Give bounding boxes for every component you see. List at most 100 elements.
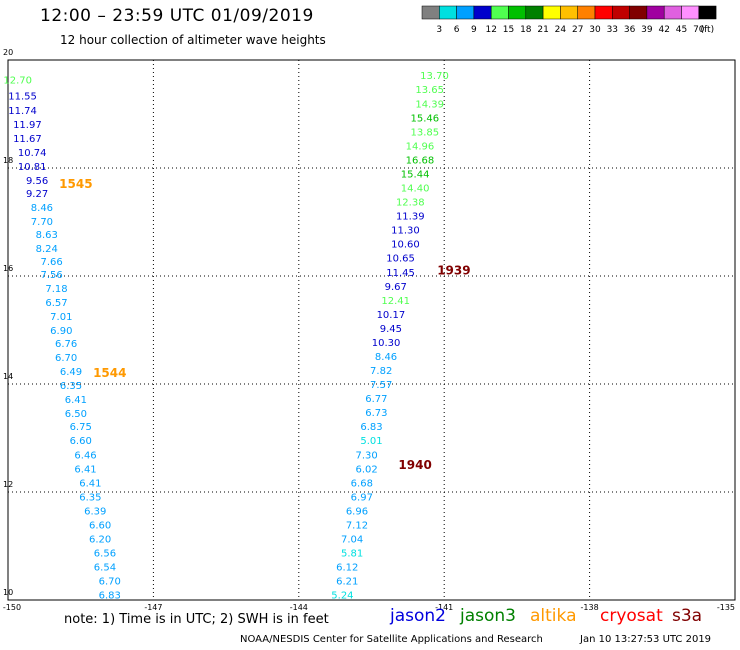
swh-value-label: 6.57 bbox=[45, 298, 67, 309]
x-tick-label: -138 bbox=[581, 603, 599, 612]
swh-value-label: 6.02 bbox=[356, 464, 378, 475]
swh-value-label: 13.85 bbox=[410, 127, 439, 138]
swh-value-label: 9.27 bbox=[26, 189, 48, 200]
swh-value-label: 10.74 bbox=[18, 148, 47, 159]
plot-frame bbox=[7, 59, 736, 601]
swh-value-label: 6.96 bbox=[346, 506, 368, 517]
color-bin-label: 27 bbox=[572, 25, 583, 35]
swh-value-label: 6.77 bbox=[365, 394, 387, 405]
footer-timestamp: Jan 10 13:27:53 UTC 2019 bbox=[580, 634, 712, 645]
swh-value-label: 10.65 bbox=[386, 254, 415, 265]
swh-value-label: 14.39 bbox=[415, 99, 444, 110]
swh-value-label: 15.46 bbox=[410, 113, 439, 124]
x-tick-label: -141 bbox=[435, 603, 453, 612]
y-tick-label: 12 bbox=[3, 480, 13, 489]
color-bin-label: 45 bbox=[676, 25, 687, 35]
swh-value-label: 6.70 bbox=[55, 353, 77, 364]
swh-value-label: 5.01 bbox=[360, 436, 382, 447]
swh-value-label: 6.49 bbox=[60, 367, 82, 378]
swh-value-label: 14.96 bbox=[406, 141, 435, 152]
pass-time-label: 1544 bbox=[93, 366, 126, 380]
swh-value-label: 6.41 bbox=[79, 478, 101, 489]
swh-value-label: 6.60 bbox=[89, 520, 111, 531]
swh-value-label: 8.24 bbox=[36, 244, 58, 255]
swh-value-label: 6.60 bbox=[70, 436, 92, 447]
x-tick-label: -150 bbox=[3, 603, 21, 612]
y-tick-label: 10 bbox=[3, 588, 13, 597]
color-bin-label: 3 bbox=[436, 25, 442, 35]
color-bin-label: 24 bbox=[555, 25, 567, 35]
color-bin-label: 39 bbox=[641, 25, 653, 35]
color-scale-legend: 3 6 9 12 15 18 21 24 27 30 33 36 39 42 45 70(ft) bbox=[421, 5, 717, 35]
swh-value-label: 6.50 bbox=[65, 409, 87, 420]
swh-value-label: 6.90 bbox=[50, 326, 72, 337]
swh-value-label: 5.81 bbox=[341, 549, 363, 560]
chart-subtitle: 12 hour collection of altimeter wave hei… bbox=[60, 33, 326, 47]
swh-value-label: 7.18 bbox=[45, 284, 67, 295]
swh-value-label: 7.66 bbox=[40, 257, 62, 268]
chart-title: 12:00 – 23:59 UTC 01/09/2019 bbox=[40, 6, 314, 26]
swh-value-label: 6.83 bbox=[99, 591, 121, 602]
color-bin-label: 21 bbox=[537, 25, 548, 35]
y-tick-label: 14 bbox=[3, 372, 13, 381]
y-tick-label: 18 bbox=[3, 156, 13, 165]
swh-value-label: 6.56 bbox=[94, 549, 116, 560]
swh-value-label: 11.55 bbox=[8, 92, 37, 103]
x-tick-label: -147 bbox=[144, 603, 162, 612]
swh-value-label: 6.41 bbox=[74, 464, 96, 475]
swh-value-label: 11.74 bbox=[8, 106, 37, 117]
swh-value-label: 6.35 bbox=[60, 381, 82, 392]
swh-value-label: 13.70 bbox=[420, 71, 449, 82]
swh-value-label: 7.82 bbox=[370, 366, 392, 377]
color-bin-label: 42 bbox=[658, 25, 669, 35]
swh-value-label: 11.45 bbox=[386, 268, 415, 279]
swh-value-label: 12.70 bbox=[3, 76, 32, 87]
footer-credit: NOAA/NESDIS Center for Satellite Applica… bbox=[240, 634, 543, 645]
swh-value-label: 12.38 bbox=[396, 198, 425, 209]
swh-value-label: 7.30 bbox=[356, 450, 378, 461]
color-bin-label: 36 bbox=[624, 25, 636, 35]
color-bin-label: 15 bbox=[503, 25, 514, 35]
swh-value-label: 6.21 bbox=[336, 577, 358, 588]
swh-value-label: 12.41 bbox=[381, 296, 410, 307]
swh-value-label: 5.24 bbox=[331, 591, 353, 602]
swh-value-label: 11.67 bbox=[13, 134, 42, 145]
color-bin-label: 33 bbox=[607, 25, 618, 35]
swh-value-label: 6.83 bbox=[360, 422, 382, 433]
color-bin-label: 9 bbox=[471, 25, 477, 35]
color-scale-unit: (ft) bbox=[701, 25, 715, 35]
swh-value-label: 6.68 bbox=[351, 478, 373, 489]
swh-value-label: 7.56 bbox=[40, 270, 62, 281]
color-bin-label: 70 bbox=[693, 25, 705, 35]
swh-value-label: 9.45 bbox=[380, 324, 402, 335]
swh-value-label: 6.97 bbox=[351, 492, 373, 503]
swh-value-label: 13.65 bbox=[415, 85, 444, 96]
swh-value-label: 7.57 bbox=[370, 380, 392, 391]
swh-value-label: 6.75 bbox=[70, 422, 92, 433]
swh-value-label: 9.67 bbox=[385, 282, 407, 293]
swh-value-label: 10.60 bbox=[391, 240, 420, 251]
x-tick-label: -135 bbox=[717, 603, 735, 612]
swh-value-label: 6.20 bbox=[89, 535, 111, 546]
swh-value-label: 6.39 bbox=[84, 506, 106, 517]
swh-value-label: 9.56 bbox=[26, 176, 48, 187]
pass-time-label: 1545 bbox=[59, 177, 92, 191]
swh-value-label: 14.40 bbox=[401, 184, 430, 195]
color-bin-label: 30 bbox=[589, 25, 601, 35]
swh-value-label: 8.46 bbox=[375, 352, 397, 363]
swh-value-label: 11.39 bbox=[396, 212, 425, 223]
swh-value-label: 10.81 bbox=[18, 162, 47, 173]
x-tick-label: -144 bbox=[290, 603, 308, 612]
y-tick-label: 16 bbox=[3, 264, 13, 273]
swh-value-label: 7.70 bbox=[31, 217, 53, 228]
swh-value-label: 6.35 bbox=[79, 492, 101, 503]
swh-value-label: 10.30 bbox=[372, 338, 401, 349]
color-bin bbox=[698, 5, 717, 20]
swh-value-label: 6.76 bbox=[55, 339, 77, 350]
swh-value-label: 10.17 bbox=[377, 310, 406, 321]
color-bin-label: 12 bbox=[485, 25, 496, 35]
swh-value-label: 6.70 bbox=[99, 577, 121, 588]
swh-value-label: 6.46 bbox=[74, 450, 96, 461]
footer-note: note: 1) Time is in UTC; 2) SWH is in fe… bbox=[64, 612, 329, 627]
